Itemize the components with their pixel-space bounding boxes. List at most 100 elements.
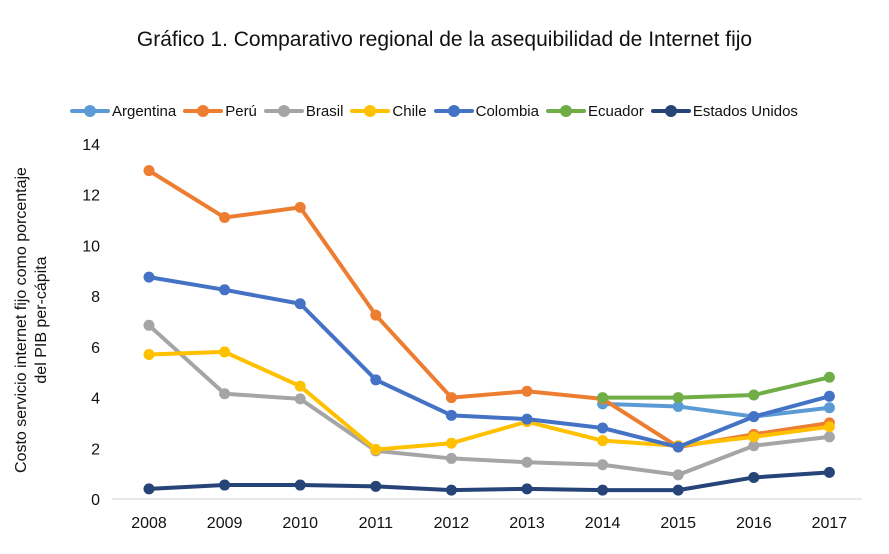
data-point xyxy=(748,431,760,443)
data-point xyxy=(823,421,835,433)
legend-label: Estados Unidos xyxy=(692,102,798,120)
legend-item: Argentina xyxy=(70,101,176,121)
data-point xyxy=(597,459,609,471)
data-point xyxy=(748,389,760,401)
series-per- xyxy=(143,165,835,453)
data-point xyxy=(823,390,835,402)
y-tick-label: 14 xyxy=(82,137,100,154)
legend-marker xyxy=(664,105,677,117)
x-tick-label: 2016 xyxy=(736,515,772,532)
legend-marker xyxy=(84,105,96,117)
data-point xyxy=(672,469,684,481)
data-point xyxy=(219,212,231,224)
data-point xyxy=(521,413,533,425)
data-point xyxy=(672,441,684,453)
data-point xyxy=(748,411,760,423)
legend-item: Brasil xyxy=(263,101,344,121)
series-line xyxy=(147,168,832,450)
y-tick-label: 2 xyxy=(91,441,100,458)
legend-marker xyxy=(447,105,460,117)
data-point xyxy=(143,348,155,360)
series-line xyxy=(147,470,832,493)
data-point xyxy=(597,422,609,434)
series-line xyxy=(147,323,832,477)
data-point xyxy=(370,309,382,321)
data-point xyxy=(219,284,231,296)
legend-swatch xyxy=(433,101,474,121)
data-point xyxy=(521,483,533,495)
data-point xyxy=(294,380,306,392)
y-axis-label-line-2: del PIB per-cápita xyxy=(33,256,50,384)
series-estados-unidos xyxy=(143,466,835,496)
data-point xyxy=(294,393,306,405)
legend-marker xyxy=(364,105,377,117)
legend-label: Brasil xyxy=(305,102,344,120)
series-brasil xyxy=(143,319,835,481)
series-line xyxy=(600,401,832,419)
series-colombia xyxy=(143,271,835,453)
y-tick-label: 8 xyxy=(91,289,100,306)
x-tick-label: 2011 xyxy=(359,515,394,532)
data-point xyxy=(445,409,457,421)
data-point xyxy=(445,484,457,496)
series-line xyxy=(147,349,832,452)
data-point xyxy=(143,483,155,495)
legend-marker xyxy=(197,105,210,117)
legend-item: Ecuador xyxy=(545,101,644,121)
data-point xyxy=(748,471,760,483)
data-point xyxy=(597,484,609,496)
legend-swatch xyxy=(70,101,110,121)
x-tick-label: 2008 xyxy=(131,515,167,532)
series-ecuador xyxy=(597,371,835,404)
data-point xyxy=(143,319,155,331)
y-axis-label: Costo servicio internet fijo como porcen… xyxy=(12,120,52,520)
legend-item: Estados Unidos xyxy=(650,101,798,121)
y-tick-label: 12 xyxy=(82,188,100,205)
chart-title: Gráfico 1. Comparativo regional de la as… xyxy=(136,28,753,51)
legend-marker xyxy=(277,105,290,117)
legend-item: Colombia xyxy=(433,101,539,121)
data-point xyxy=(823,466,835,478)
data-point xyxy=(219,388,231,400)
data-point xyxy=(672,392,684,404)
data-point xyxy=(294,479,306,491)
x-tick-label: 2015 xyxy=(660,515,696,532)
data-point xyxy=(823,402,835,414)
data-point xyxy=(823,371,835,383)
y-axis-label-line-1: Costo servicio internet fijo como porcen… xyxy=(13,167,30,473)
data-point xyxy=(294,201,306,213)
series-line xyxy=(147,275,832,450)
data-point xyxy=(294,298,306,310)
data-point xyxy=(597,392,609,404)
x-tick-label: 2010 xyxy=(282,515,318,532)
y-tick-label: 4 xyxy=(91,391,100,408)
legend-item: Chile xyxy=(350,101,427,121)
legend-swatch xyxy=(350,101,391,121)
y-tick-label: 6 xyxy=(91,340,100,357)
legend-label: Chile xyxy=(392,102,427,120)
data-point xyxy=(370,444,382,456)
x-tick-label: 2013 xyxy=(509,515,545,532)
x-tick-label: 2014 xyxy=(585,515,621,532)
data-point xyxy=(445,452,457,464)
x-tick-label: 2009 xyxy=(207,515,243,532)
data-point xyxy=(445,392,457,404)
legend-swatch xyxy=(263,101,304,121)
legend-label: Perú xyxy=(225,102,257,120)
legend-label: Argentina xyxy=(112,102,177,120)
legend-swatch xyxy=(650,101,691,121)
data-point xyxy=(521,385,533,397)
data-point xyxy=(219,479,231,491)
legend-swatch xyxy=(545,101,586,121)
legend-item: Perú xyxy=(183,101,257,121)
series-chile xyxy=(143,346,835,456)
legend-swatch xyxy=(183,101,224,121)
data-point xyxy=(143,271,155,283)
data-point xyxy=(521,456,533,468)
data-point xyxy=(219,346,231,358)
data-point xyxy=(370,480,382,492)
y-tick-label: 0 xyxy=(91,492,100,509)
data-point xyxy=(748,440,760,452)
legend-marker xyxy=(559,105,572,117)
